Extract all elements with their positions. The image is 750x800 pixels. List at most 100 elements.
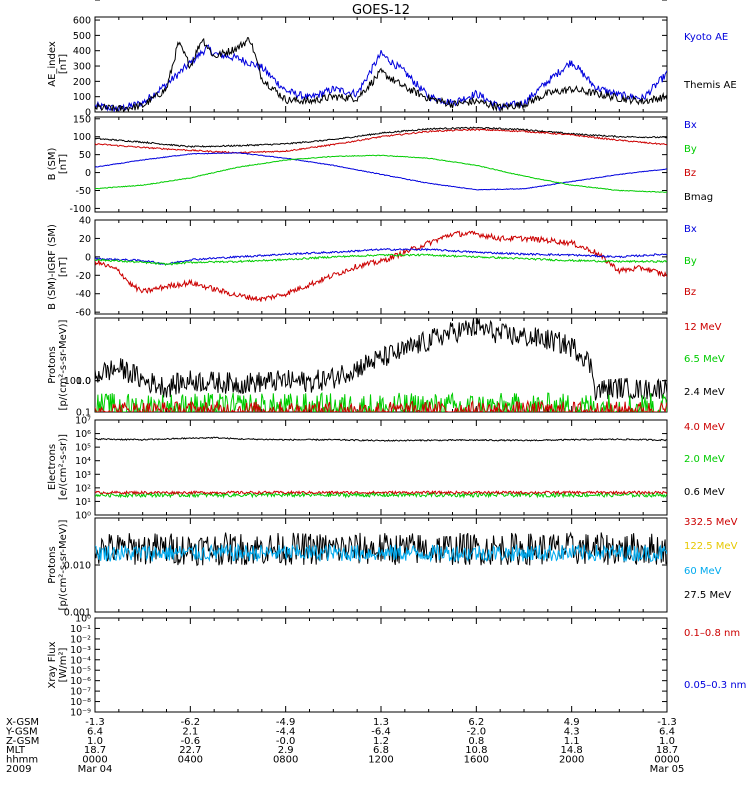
y-tick-label: 10⁻¹ (70, 624, 91, 635)
legend-entry: 0.6 MeV (684, 487, 725, 498)
legend-entry: 0.05–0.3 nm (684, 680, 746, 691)
series-line-0-6-mev (95, 436, 667, 442)
y-tick-label: -50 (75, 186, 91, 197)
x-tick-label: -2.0 (467, 726, 487, 737)
y-tick-label: 50 (79, 150, 91, 161)
legend-entry: By (684, 256, 697, 267)
legend-entry: 2.0 MeV (684, 454, 725, 465)
y-tick-label: 20 (79, 234, 91, 245)
legend-entry: By (684, 144, 697, 155)
legend-entry: 0.1–0.8 nm (684, 628, 740, 639)
x-tick-label: 6.8 (373, 745, 389, 756)
legend-entry: 2.4 MeV (684, 387, 725, 398)
legend-entry: 332.5 MeV (684, 517, 738, 528)
y-tick-label: 10⁻⁶ (70, 676, 91, 687)
y-tick-label: 150 (73, 114, 91, 125)
x-tick-label: 6.4 (659, 726, 675, 737)
x-tick-label: Mar 04 (78, 764, 113, 775)
x-tick-label: 18.7 (84, 745, 106, 756)
y-tick-label: 600 (73, 16, 91, 27)
y-axis-unit: [p/(cm²-s-sr-MeV)] (58, 519, 69, 610)
y-tick-label: 0 (85, 108, 91, 119)
y-tick-label: 500 (73, 31, 91, 42)
y-tick-label: 10⁻⁷ (70, 687, 91, 698)
series-line-bx (95, 247, 667, 266)
y-axis-label: AE_index (47, 41, 58, 87)
x-row-label: 2009 (6, 764, 31, 775)
x-tick-label: 6.2 (468, 717, 484, 728)
x-axis-labels: X-GSMY-GSMZ-GSMMLThhmm2009-1.36.41.018.7… (5, 717, 684, 775)
x-tick-label: 14.8 (561, 745, 583, 756)
y-tick-label: 100 (73, 132, 91, 143)
y-tick-label: 0.001 (64, 608, 91, 619)
y-tick-label: 1.0 (76, 376, 91, 387)
series-line-bmag (95, 126, 667, 149)
panel-6: 0.001 0.010 Protons [p/(cm²-s-sr-MeV)] 332.5… (47, 517, 738, 619)
panel-1: 0 100 200 300 400 500 600 AE_index [nT] Kyoto AE T… (47, 16, 737, 119)
y-tick-label: 10⁻³ (70, 645, 91, 656)
series-line-kyoto-ae (95, 44, 667, 112)
panel-frame (94, 116, 668, 213)
y-axis-label: Protons (47, 546, 58, 583)
y-axis-unit: [W/m²] (58, 647, 69, 682)
x-tick-label: -0.6 (181, 736, 201, 747)
y-axis-unit: [e/(cm²-s-sr)] (58, 434, 69, 500)
legend-entry: 122.5 MeV (684, 541, 738, 552)
panel-frame (94, 419, 668, 516)
legend-entry: 60 MeV (684, 566, 722, 577)
y-axis-label: B (SM) (47, 147, 58, 180)
legend-entry: Bmag (684, 192, 713, 203)
x-row-label: X-GSM (6, 717, 39, 728)
y-tick-label: 0 (85, 168, 91, 179)
x-tick-label: 0.8 (468, 736, 484, 747)
panel-frame (94, 219, 668, 315)
x-tick-label: -1.3 (657, 717, 677, 728)
x-tick-label: -4.4 (276, 726, 296, 737)
chart-title: GOES-12 (351, 3, 410, 18)
panel-3: -60 -40 -20 0 20 40 B (SM)-IGRF (SM) [nT] Bx By Bz (47, 216, 697, 319)
x-row-label: Y-GSM (5, 726, 38, 737)
y-tick-label: -40 (75, 289, 91, 300)
legend-entry: Kyoto AE (684, 32, 728, 43)
y-tick-label: 300 (73, 62, 91, 73)
legend-entry: 6.5 MeV (684, 354, 725, 365)
x-tick-label: 1.1 (564, 736, 580, 747)
panel-frame (94, 16, 668, 113)
legend-entry: Bz (684, 168, 696, 179)
y-tick-label: 40 (79, 216, 91, 227)
y-tick-label: 10⁰ (75, 511, 91, 522)
y-tick-label: -60 (75, 308, 91, 319)
x-tick-label: 18.7 (656, 745, 678, 756)
y-tick-label: 10⁻⁸ (70, 697, 91, 708)
x-tick-label: 1.0 (659, 736, 675, 747)
y-tick-label: 10⁻² (70, 634, 91, 645)
x-tick-label: 22.7 (179, 745, 201, 756)
legend-entry: Themis AE (683, 80, 737, 91)
x-tick-label: 4.3 (564, 726, 580, 737)
x-tick-label: 10.8 (465, 745, 487, 756)
x-tick-label: 2.1 (182, 726, 198, 737)
y-axis-label: Electrons (47, 444, 58, 490)
x-tick-label: -4.9 (276, 717, 296, 728)
x-tick-label: 2.9 (278, 745, 294, 756)
series-line-27-5-mev (95, 531, 667, 567)
legend-entry: 4.0 MeV (684, 422, 725, 433)
y-tick-label: 400 (73, 46, 91, 57)
series-line-4-0-mev (95, 490, 667, 496)
x-tick-label: -1.3 (85, 717, 105, 728)
series-line-2-4-mev (95, 318, 667, 401)
x-tick-label: 6.4 (87, 726, 103, 737)
legend-entry: 27.5 MeV (684, 590, 731, 601)
y-tick-label: 10⁶ (75, 429, 91, 440)
y-tick-label: 10⁷ (75, 416, 91, 427)
panel-5: 10⁰ 10¹ 10² 10³ 10⁴ 10⁵ 10⁶ 10⁷ Electrons [e/(cm²… (47, 416, 725, 522)
x-tick-label: Mar 05 (650, 764, 685, 775)
legend-entry: 12 MeV (684, 322, 722, 333)
y-tick-label: 100.0 (64, 376, 91, 387)
series-line-12-mev (95, 399, 667, 412)
panel-frame (94, 317, 668, 413)
x-tick-label: 2000 (559, 755, 584, 766)
y-tick-label: 10⁴ (75, 456, 91, 467)
